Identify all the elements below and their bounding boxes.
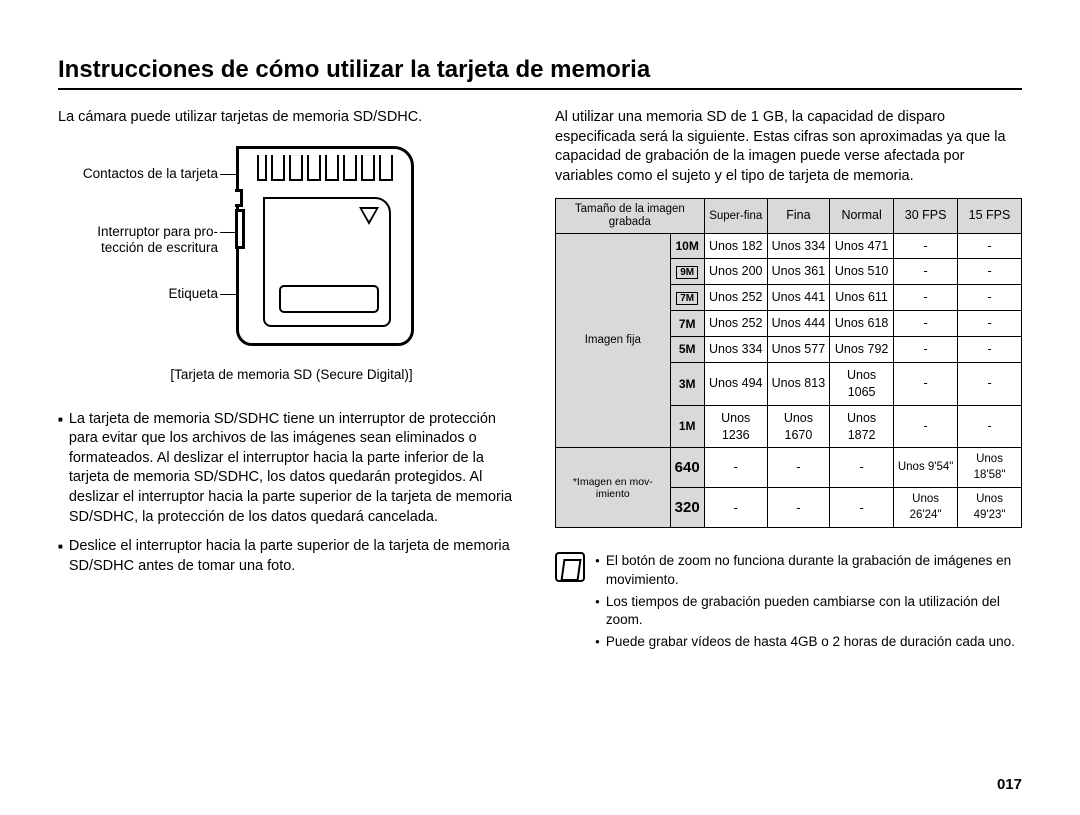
page-number: 017	[997, 776, 1022, 793]
cell: -	[767, 448, 829, 488]
cell: Unos 49'23"	[958, 488, 1022, 528]
cell: -	[704, 448, 767, 488]
left-bullet-list: La tarjeta de memoria SD/SDHC tiene un i…	[58, 410, 525, 577]
bullet-item: La tarjeta de memoria SD/SDHC tiene un i…	[58, 410, 525, 527]
diagram-label-contacts: Contactos de la tarjeta	[58, 166, 218, 183]
cell: Unos 1065	[830, 362, 894, 405]
note-item: Puede grabar vídeos de hasta 4GB o 2 hor…	[595, 633, 1022, 651]
cell: -	[704, 488, 767, 528]
cell: -	[894, 337, 958, 363]
cell: Unos 1872	[830, 405, 894, 448]
cell: -	[894, 405, 958, 448]
cell: Unos 182	[704, 233, 767, 259]
cell: Unos 1670	[767, 405, 829, 448]
cell: -	[767, 488, 829, 528]
cell: -	[830, 488, 894, 528]
row-group-movie: *Imagen en mov-imiento	[556, 448, 671, 528]
th-superfine: Super-fina	[704, 199, 767, 233]
cell: Unos 618	[830, 311, 894, 337]
cell: Unos 444	[767, 311, 829, 337]
cell: -	[958, 285, 1022, 311]
cell: -	[894, 362, 958, 405]
right-column: Al utilizar una memoria SD de 1 GB, la c…	[555, 108, 1022, 656]
res-cell: 9M	[670, 259, 704, 285]
note-item: Los tiempos de grabación pueden cambiars…	[595, 593, 1022, 629]
res-cell: 7M	[670, 285, 704, 311]
cell: Unos 252	[704, 311, 767, 337]
cell: Unos 611	[830, 285, 894, 311]
cell: Unos 577	[767, 337, 829, 363]
cell: Unos 252	[704, 285, 767, 311]
cell: Unos 441	[767, 285, 829, 311]
cell: Unos 200	[704, 259, 767, 285]
cell: Unos 26'24"	[894, 488, 958, 528]
th-normal: Normal	[830, 199, 894, 233]
cell: Unos 471	[830, 233, 894, 259]
th-size: Tamaño de la imagen grabada	[556, 199, 705, 233]
intro-text-left: La cámara puede utilizar tarjetas de mem…	[58, 108, 525, 128]
cell: Unos 510	[830, 259, 894, 285]
th-15fps: 15 FPS	[958, 199, 1022, 233]
capacity-table: Tamaño de la imagen grabada Super-fina F…	[555, 198, 1022, 528]
cell: Unos 813	[767, 362, 829, 405]
cell: -	[830, 448, 894, 488]
cell: Unos 9'54"	[894, 448, 958, 488]
sd-card-diagram: Contactos de la tarjeta Interruptor para…	[58, 146, 525, 356]
sd-card-icon	[236, 146, 414, 346]
cell: -	[958, 337, 1022, 363]
intro-text-right: Al utilizar una memoria SD de 1 GB, la c…	[555, 108, 1022, 186]
diagram-caption: [Tarjeta de memoria SD (Secure Digital)]	[58, 366, 525, 384]
cell: -	[958, 233, 1022, 259]
cell: -	[894, 259, 958, 285]
note-icon	[555, 552, 585, 582]
cell: -	[958, 311, 1022, 337]
cell: -	[958, 405, 1022, 448]
res-cell: 3M	[670, 362, 704, 405]
bullet-item: Deslice el interruptor hacia la parte su…	[58, 537, 525, 576]
page-title: Instrucciones de cómo utilizar la tarjet…	[58, 56, 1022, 90]
res-cell: 5M	[670, 337, 704, 363]
cell: Unos 334	[704, 337, 767, 363]
diagram-label-label: Etiqueta	[58, 286, 218, 303]
res-cell: 320	[670, 488, 704, 528]
cell: -	[894, 233, 958, 259]
th-30fps: 30 FPS	[894, 199, 958, 233]
cell: Unos 18'58"	[958, 448, 1022, 488]
cell: -	[958, 259, 1022, 285]
cell: -	[894, 311, 958, 337]
left-column: La cámara puede utilizar tarjetas de mem…	[58, 108, 525, 656]
cell: Unos 494	[704, 362, 767, 405]
th-fine: Fina	[767, 199, 829, 233]
note-item: El botón de zoom no funciona durante la …	[595, 552, 1022, 588]
res-cell: 10M	[670, 233, 704, 259]
cell: Unos 1236	[704, 405, 767, 448]
diagram-label-switch: Interruptor para pro-tección de escritur…	[58, 224, 218, 258]
res-cell: 1M	[670, 405, 704, 448]
cell: Unos 361	[767, 259, 829, 285]
res-cell: 7M	[670, 311, 704, 337]
note-box: El botón de zoom no funciona durante la …	[555, 552, 1022, 655]
res-cell: 640	[670, 448, 704, 488]
row-group-still: Imagen fija	[556, 233, 671, 448]
cell: Unos 792	[830, 337, 894, 363]
cell: -	[958, 362, 1022, 405]
cell: Unos 334	[767, 233, 829, 259]
note-list: El botón de zoom no funciona durante la …	[595, 552, 1022, 655]
cell: -	[894, 285, 958, 311]
